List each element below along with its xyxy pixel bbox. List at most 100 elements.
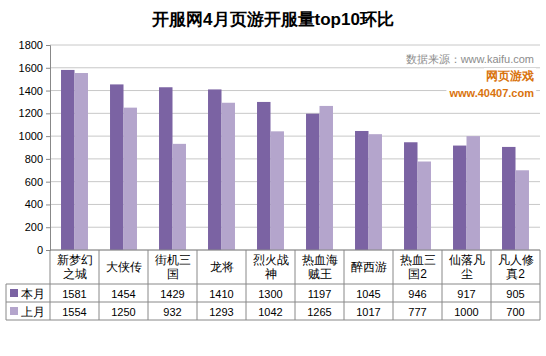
table-line [6,320,540,321]
y-tick-mark [46,91,50,92]
data-table: 新梦幻之城大侠传街机三国龙将烈火战神热血海贼王醉西游热血三国2仙落凡尘凡人修真2… [6,250,540,320]
legend-swatch [10,289,18,297]
table-value: 700 [506,306,524,318]
y-tick-label: 800 [25,153,43,165]
category-label: 街机三国 [155,253,191,281]
bar [502,147,515,250]
title: 开服网4月页游开服量top10环比 [151,10,394,29]
table-value: 1554 [62,306,86,318]
table-value: 777 [408,306,426,318]
annotation-bg [484,68,536,84]
annotation: www.40407.com [448,87,534,99]
table-line [50,250,51,320]
bar [159,87,172,250]
table-line [6,284,540,285]
y-tick: 0 [37,244,50,256]
y-tick: 800 [25,153,50,165]
table-value: 1410 [209,288,233,300]
table-value: 1000 [454,306,478,318]
bar [75,73,88,250]
bar [271,131,284,250]
table-line [246,250,247,320]
y-tick-mark [46,159,50,160]
y-tick-mark [46,68,50,69]
bar [404,142,417,250]
y-tick-label: 200 [25,221,43,233]
table-line [442,250,443,320]
y-tick-label: 1200 [19,107,43,119]
y-tick: 1000 [19,130,50,142]
table-line [393,250,394,320]
table-value: 1581 [62,288,86,300]
y-tick-mark [46,250,50,251]
table-value: 1293 [209,306,233,318]
category-label: 醉西游 [351,260,387,274]
bar [418,162,431,250]
table-value: 917 [457,288,475,300]
bar [320,106,333,250]
y-tick-mark [46,113,50,114]
annotations: 数据来源：www.kaifu.com 网页游戏 www.40407.com [404,52,537,100]
category-label: 大侠传 [106,260,142,274]
y-tick-label: 400 [25,198,43,210]
y-tick-mark [46,45,50,46]
table-line [540,250,541,320]
table-line [491,250,492,320]
table-line [148,250,149,320]
legend-label: 本月 [21,287,45,301]
table-value: 1250 [111,306,135,318]
category-label: 新梦幻之城 [57,253,93,281]
bar [467,136,480,250]
bar [61,70,74,250]
y-tick-label: 1400 [19,85,43,97]
y-tick: 1800 [19,39,50,51]
y-tick-label: 1800 [19,39,43,51]
table-value: 1429 [160,288,184,300]
table-line [99,250,100,320]
legend-swatch [10,307,18,315]
y-tick: 1400 [19,85,50,97]
bar [516,170,529,250]
grid-line [50,45,540,46]
table-value: 1300 [258,288,282,300]
y-tick: 600 [25,176,50,188]
table-value: 1265 [307,306,331,318]
bar [222,103,235,250]
table-line [295,250,296,320]
table-value: 1197 [308,288,332,300]
y-tick-mark [46,136,50,137]
legend-label: 上月 [21,305,45,319]
y-tick: 200 [25,221,50,233]
y-tick-mark [46,182,50,183]
bar [453,146,466,250]
y-tick: 400 [25,198,50,210]
grid [50,45,540,250]
table-line [344,250,345,320]
grid-line [50,67,540,68]
y-tick-mark [46,204,50,205]
table-line [6,284,7,320]
annotation: 网页游戏 [486,69,534,83]
category-label: 龙将 [210,260,234,274]
table-value: 1045 [356,288,380,300]
bar [369,134,382,250]
table-value: 905 [506,288,524,300]
table-value: 1042 [258,306,282,318]
table-line [6,302,540,303]
category-label: 热血三国2 [400,253,436,281]
bar [110,84,123,250]
bar [124,108,137,250]
y-tick-label: 1600 [19,62,43,74]
table-line [197,250,198,320]
bar [306,114,319,250]
category-label: 仙落凡尘 [449,253,485,281]
bar [355,131,368,250]
table-value: 1454 [111,288,135,300]
annotation: 数据来源：www.kaifu.com [406,53,534,65]
y-tick-label: 0 [37,244,43,256]
table-value: 932 [163,306,181,318]
annotation-bg [404,52,536,66]
category-label: 烈火战神 [253,253,289,281]
category-label: 凡人修真2 [498,253,534,281]
bar [173,144,186,250]
